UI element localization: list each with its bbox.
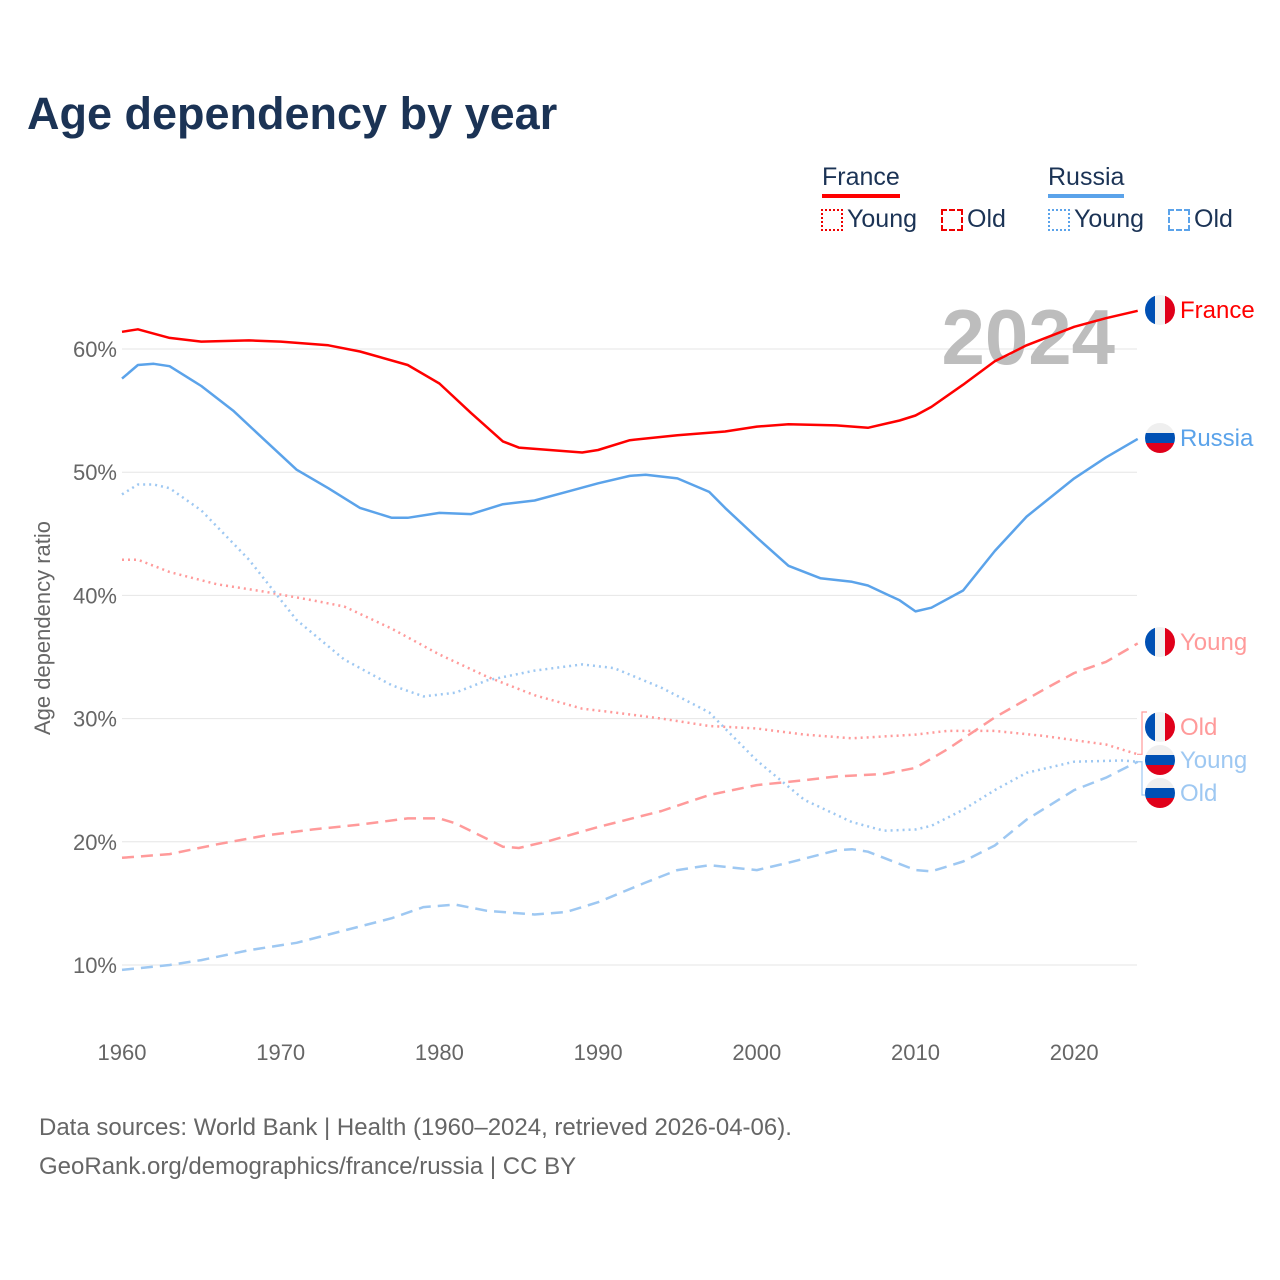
series-line-russia-young bbox=[121, 483, 1138, 832]
flag-stripe bbox=[1145, 433, 1175, 443]
x-tick-label: 2020 bbox=[1050, 1040, 1099, 1065]
end-label: Young bbox=[1180, 629, 1247, 656]
y-tick-label: 30% bbox=[73, 707, 117, 732]
legend-russia: Russia bbox=[1048, 163, 1125, 198]
series-line-russia-old bbox=[121, 760, 1139, 972]
legend-label: Young bbox=[1074, 205, 1144, 233]
series-line-russia bbox=[121, 362, 1139, 613]
series-line-france bbox=[121, 309, 1138, 454]
flag-stripe bbox=[1145, 765, 1175, 775]
x-tick-label: 1980 bbox=[415, 1040, 464, 1065]
dashed-swatch-icon bbox=[941, 208, 963, 231]
legend-russia-old[interactable]: Old bbox=[1168, 205, 1233, 234]
end-label: France bbox=[1180, 297, 1255, 324]
flag-stripe bbox=[1145, 627, 1155, 657]
x-tick-label: 2000 bbox=[732, 1040, 781, 1065]
y-tick-label: 10% bbox=[73, 953, 117, 978]
france-flag-icon bbox=[1145, 295, 1175, 325]
series-line-france-old bbox=[121, 642, 1139, 860]
line-chart: 10% 20% 30% 40% 50% 60% 1960 1970 1980 1990 2000 20… bbox=[30, 293, 1255, 1065]
legend-russia-young[interactable]: Young bbox=[1048, 205, 1144, 234]
label-connector bbox=[1137, 761, 1147, 796]
flag-stripe bbox=[1145, 295, 1155, 325]
y-tick-label: 50% bbox=[73, 460, 117, 485]
dotted-swatch-icon bbox=[821, 208, 843, 231]
y-tick-label: 20% bbox=[73, 830, 117, 855]
footer: Data sources: World Bank | Health (1960–… bbox=[39, 1108, 792, 1186]
russia-flag-icon bbox=[1145, 778, 1175, 808]
x-tick-label: 1970 bbox=[256, 1040, 305, 1065]
dotted-swatch-icon bbox=[1048, 208, 1070, 231]
end-label: Young bbox=[1180, 747, 1247, 774]
legend-france-young[interactable]: Young bbox=[821, 205, 917, 234]
end-label: Russia bbox=[1180, 425, 1254, 452]
flag-stripe bbox=[1145, 788, 1175, 798]
flag-stripe bbox=[1155, 295, 1165, 325]
legend-label: Old bbox=[1194, 205, 1233, 233]
flag-stripe bbox=[1155, 712, 1165, 742]
x-tick-label: 2010 bbox=[891, 1040, 940, 1065]
chart-title: Age dependency by year bbox=[27, 88, 558, 139]
france-flag-icon bbox=[1145, 627, 1175, 657]
flag-stripe bbox=[1145, 778, 1175, 788]
year-watermark: 2024 bbox=[941, 293, 1115, 381]
source-text: Data sources: World Bank | Health (1960–… bbox=[39, 1114, 792, 1141]
russia-flag-icon bbox=[1145, 423, 1175, 453]
flag-stripe bbox=[1145, 745, 1175, 755]
y-tick-label: 40% bbox=[73, 583, 117, 608]
flag-stripe bbox=[1165, 712, 1175, 742]
y-tick-label: 60% bbox=[73, 337, 117, 362]
flag-stripe bbox=[1165, 295, 1175, 325]
end-label: Old bbox=[1180, 780, 1217, 807]
series-line-france-young bbox=[122, 558, 1139, 756]
label-connector bbox=[1137, 711, 1147, 755]
france-flag-icon bbox=[1145, 712, 1175, 742]
flag-stripe bbox=[1145, 443, 1175, 453]
attribution-text: GeoRank.org/demographics/france/russia |… bbox=[39, 1153, 577, 1180]
flag-stripe bbox=[1145, 423, 1175, 433]
russia-flag-icon bbox=[1145, 745, 1175, 775]
legend-france: France bbox=[822, 163, 900, 198]
legend-france-old[interactable]: Old bbox=[941, 205, 1006, 234]
flag-stripe bbox=[1165, 627, 1175, 657]
y-axis-label: Age dependency ratio bbox=[30, 521, 55, 735]
x-tick-label: 1960 bbox=[98, 1040, 147, 1065]
flag-stripe bbox=[1145, 755, 1175, 765]
flag-stripe bbox=[1145, 712, 1155, 742]
end-label: Old bbox=[1180, 714, 1217, 741]
flag-stripe bbox=[1155, 627, 1165, 657]
x-tick-label: 1990 bbox=[574, 1040, 623, 1065]
flag-stripe bbox=[1145, 798, 1175, 808]
dashed-swatch-icon bbox=[1168, 208, 1190, 231]
legend-label: Young bbox=[847, 205, 917, 233]
legend-label: Old bbox=[967, 205, 1006, 233]
